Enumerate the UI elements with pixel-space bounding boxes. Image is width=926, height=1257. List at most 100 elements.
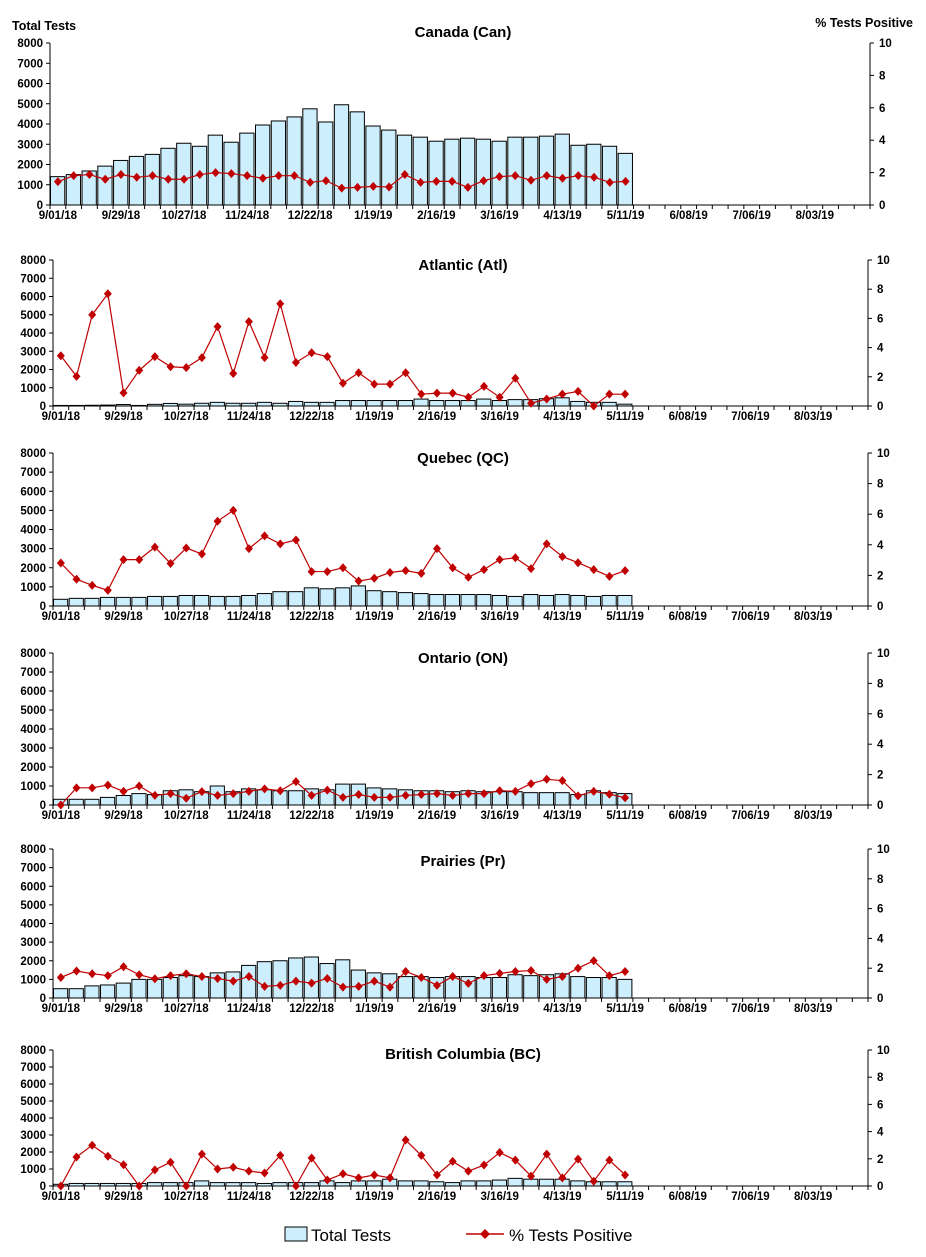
x-tick-label: 12/22/18 — [289, 411, 334, 423]
x-tick-label: 8/03/19 — [794, 611, 832, 623]
percent-positive-marker — [574, 791, 583, 801]
bar — [601, 594, 617, 607]
legend-bar-swatch — [284, 1226, 308, 1242]
bar — [84, 798, 100, 806]
x-tick-label: 7/06/19 — [731, 1191, 769, 1203]
y-tick-label: 5000 — [20, 505, 46, 517]
bar — [366, 972, 382, 999]
percent-positive-marker — [589, 565, 598, 575]
y2-tick-label: 4 — [879, 135, 886, 147]
panel-5: British Columbia (BC) 0 1000 2000 3000 4000 50… — [20, 1045, 889, 1203]
bar — [100, 796, 116, 806]
percent-positive-marker — [276, 980, 285, 990]
y-tick-label: 7000 — [17, 58, 43, 70]
x-tick-label: 7/06/19 — [731, 810, 769, 822]
x-tick-label: 6/08/19 — [669, 810, 707, 822]
percent-positive-marker — [621, 389, 630, 399]
y2-tick-label: 0 — [877, 800, 883, 812]
percent-positive-marker — [542, 1149, 551, 1159]
percent-positive-marker — [135, 365, 144, 375]
bar — [554, 792, 570, 806]
bar — [570, 400, 586, 407]
percent-positive-marker — [542, 774, 551, 784]
bar — [53, 988, 69, 999]
percent-positive-marker — [274, 171, 283, 181]
percent-positive-marker — [88, 969, 97, 979]
percent-positive-marker — [182, 793, 191, 803]
bar — [366, 400, 382, 407]
bar — [523, 792, 539, 806]
percent-positive-marker — [464, 392, 473, 402]
bar — [554, 397, 570, 407]
percent-positive-marker — [166, 789, 175, 799]
percent-positive-marker — [88, 310, 97, 320]
bar — [476, 1180, 492, 1187]
legend-diamond-marker — [480, 1229, 490, 1239]
percent-positive-marker — [150, 790, 159, 800]
x-tick-label: 6/08/19 — [669, 1003, 707, 1015]
y-tick-label: 5000 — [20, 900, 46, 912]
x-tick-label: 3/16/19 — [480, 1191, 518, 1203]
percent-positive-marker — [400, 170, 409, 180]
percent-positive-marker — [307, 790, 316, 800]
percent-positive-marker — [432, 388, 441, 398]
bar — [288, 591, 304, 607]
bar — [444, 1182, 461, 1187]
bar — [209, 1182, 225, 1187]
percent-positive-marker — [244, 972, 253, 982]
percent-positive-marker — [150, 352, 159, 362]
y2-tick-label: 2 — [877, 570, 883, 582]
percent-positive-marker — [148, 171, 157, 181]
percent-positive-marker — [370, 792, 379, 802]
percent-positive-marker — [401, 966, 410, 976]
chart-panels: Canada (Can)0100020003000400050006000700… — [17, 24, 891, 1203]
percent-positive-marker — [85, 170, 94, 180]
x-tick-label: 1/19/19 — [355, 1191, 393, 1203]
percent-positive-marker — [166, 558, 175, 568]
percent-positive-marker — [558, 173, 567, 183]
y-tick-label: 2000 — [20, 563, 46, 575]
percent-positive-marker — [370, 379, 379, 389]
y-tick-label: 0 — [40, 601, 46, 613]
panel-title: British Columbia (BC) — [385, 1046, 541, 1063]
percent-positive-marker — [495, 1148, 504, 1158]
percent-positive-marker — [227, 169, 236, 179]
percent-positive-marker — [542, 171, 551, 181]
percent-positive-marker — [119, 1160, 128, 1170]
percent-positive-marker — [495, 392, 504, 402]
percent-positive-marker — [88, 1140, 97, 1150]
y2-tick-label: 6 — [877, 313, 883, 325]
bar — [303, 1182, 319, 1187]
percent-positive-marker — [56, 351, 65, 361]
percent-positive-marker — [527, 1171, 536, 1181]
percent-positive-marker — [182, 543, 191, 553]
percent-positive-line — [60, 509, 626, 591]
bar — [225, 595, 241, 607]
y2-tick-label: 10 — [877, 448, 890, 460]
percent-positive-marker — [621, 176, 630, 186]
bar — [100, 984, 116, 999]
percent-positive-marker — [258, 173, 267, 183]
y2-tick-label: 10 — [877, 255, 890, 267]
percent-positive-marker — [307, 567, 316, 577]
percent-positive-marker — [150, 974, 159, 984]
y2-tick-label: 4 — [877, 540, 884, 552]
bar — [147, 595, 163, 607]
y2-tick-label: 4 — [877, 739, 884, 751]
bar — [241, 594, 257, 607]
y2-tick-label: 8 — [877, 874, 884, 886]
percent-positive-marker — [605, 389, 614, 399]
x-tick-label: 12/22/18 — [289, 810, 334, 822]
x-tick-label: 4/13/19 — [543, 611, 581, 623]
bar — [428, 140, 444, 206]
bar — [507, 974, 523, 999]
percent-positive-marker — [197, 1149, 206, 1159]
percent-positive-marker — [605, 971, 614, 981]
y2-tick-label: 0 — [877, 401, 883, 413]
bar — [272, 1182, 288, 1187]
percent-positive-marker — [480, 565, 489, 575]
x-tick-label: 10/27/18 — [164, 611, 209, 623]
y-tick-label: 6000 — [17, 79, 43, 91]
percent-positive-marker — [132, 172, 141, 182]
y-tick-label: 1000 — [20, 582, 46, 594]
